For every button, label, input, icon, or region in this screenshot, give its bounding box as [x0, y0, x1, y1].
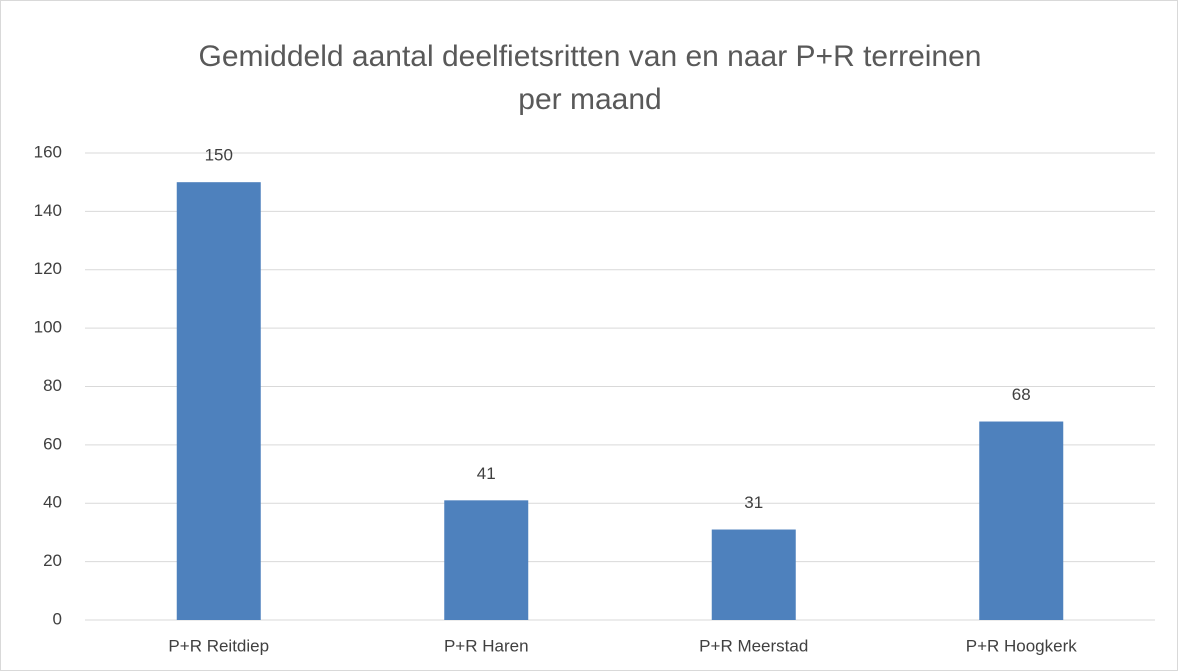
bar [979, 421, 1064, 620]
data-label: 31 [744, 493, 763, 512]
y-tick-label: 60 [43, 434, 62, 453]
x-tick-label: P+R Haren [444, 636, 529, 655]
y-tick-label: 120 [34, 259, 62, 278]
data-label: 68 [1012, 385, 1031, 404]
y-tick-label: 20 [43, 551, 62, 570]
y-tick-label: 0 [53, 609, 62, 628]
x-tick-label: P+R Meerstad [699, 636, 808, 655]
x-tick-label: P+R Hoogkerk [966, 636, 1078, 655]
chart-title: Gemiddeld aantal deelfietsritten van en … [199, 40, 982, 73]
bar [711, 529, 796, 620]
y-tick-label: 80 [43, 376, 62, 395]
y-tick-label: 140 [34, 201, 62, 220]
x-tick-label: P+R Reitdiep [168, 636, 269, 655]
chart-title: per maand [518, 83, 661, 116]
data-label: 150 [205, 146, 233, 165]
y-tick-label: 160 [34, 142, 62, 161]
y-tick-label: 40 [43, 493, 62, 512]
data-label: 41 [477, 464, 496, 483]
bar [444, 500, 529, 620]
y-tick-label: 100 [34, 318, 62, 337]
bar [176, 182, 261, 620]
